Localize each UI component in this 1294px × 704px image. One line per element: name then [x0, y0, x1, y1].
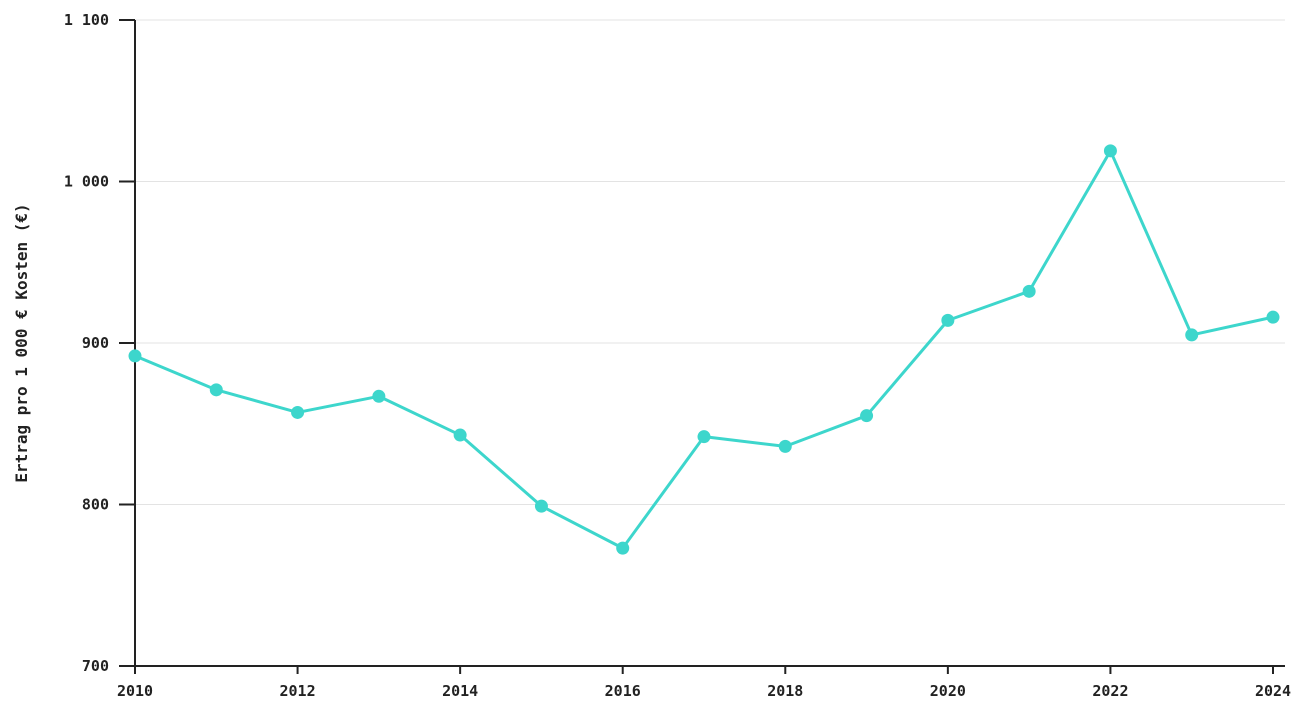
x-tick-label: 2024: [1255, 682, 1291, 700]
x-tick-label: 2022: [1092, 682, 1128, 700]
data-point-2016: [616, 541, 630, 555]
series: [128, 144, 1280, 555]
data-point-2012: [291, 405, 305, 419]
data-point-2019: [860, 409, 874, 423]
y-ticks: 700 800 900 1 000 1 100: [64, 11, 135, 675]
data-point-2010: [128, 349, 142, 363]
data-point-2011: [209, 383, 223, 397]
x-tick-label: 2012: [280, 682, 316, 700]
data-point-2022: [1103, 144, 1117, 158]
series-line: [134, 149, 1274, 550]
x-tick-label: 2010: [117, 682, 153, 700]
y-tick-label: 700: [82, 657, 109, 675]
data-point-2014: [453, 428, 467, 442]
data-point-2024: [1266, 310, 1280, 324]
x-tick-label: 2020: [930, 682, 966, 700]
x-tick-label: 2016: [605, 682, 641, 700]
y-tick-label: 800: [82, 496, 109, 514]
data-point-2013: [372, 389, 386, 403]
data-point-2017: [697, 430, 711, 444]
data-point-2020: [941, 313, 955, 327]
x-ticks: 2010 2012 2014 2016 2018 2020 2022 2024: [117, 666, 1291, 700]
y-tick-label: 1 100: [64, 11, 109, 29]
y-tick-label: 900: [82, 334, 109, 352]
y-tick-label: 1 000: [64, 173, 109, 191]
data-point-2018: [778, 439, 792, 453]
data-point-2023: [1185, 328, 1199, 342]
data-point-2021: [1022, 284, 1036, 298]
grid-lines: [135, 19, 1285, 505]
y-axis-title: Ertrag pro 1 000 € Kosten (€): [12, 203, 31, 482]
data-point-2015: [534, 499, 548, 513]
x-tick-label: 2018: [767, 682, 803, 700]
x-tick-label: 2014: [442, 682, 478, 700]
